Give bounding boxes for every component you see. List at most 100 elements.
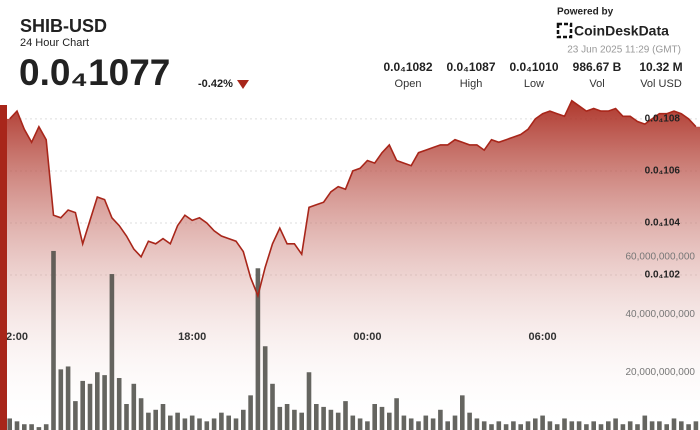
volume-bar — [80, 380, 85, 430]
volume-bar — [554, 424, 560, 430]
volume-bar — [686, 424, 691, 430]
volume-bar — [175, 412, 180, 430]
volume-bar — [401, 415, 407, 430]
volume-bar — [613, 418, 618, 430]
y-tick-label: 0.0₄106 — [645, 166, 681, 177]
stat-label: Vol — [589, 78, 604, 90]
volume-bar — [168, 415, 173, 430]
volume-bar — [460, 395, 465, 430]
volume-bar — [95, 372, 100, 430]
volume-bar — [489, 424, 494, 430]
volume-bar — [58, 369, 64, 430]
stat-value: 0.0₄1087 — [446, 60, 495, 74]
volume-bar — [430, 418, 436, 430]
symbol: SHIB-USD — [20, 16, 107, 36]
volume-bar — [124, 404, 129, 430]
volume-bar — [219, 412, 224, 430]
volume-bar — [343, 401, 348, 430]
volume-bar — [29, 424, 34, 430]
volume-bar — [467, 412, 472, 430]
volume-bar — [394, 398, 399, 430]
x-tick-label: 00:00 — [353, 331, 381, 343]
volume-bar — [335, 412, 341, 430]
volume-bar — [627, 421, 633, 430]
volume-bar — [7, 418, 12, 430]
volume-bar — [416, 421, 421, 430]
volume-bar — [306, 372, 312, 430]
volume-bar — [591, 421, 596, 430]
volume-bar — [284, 404, 290, 430]
stat-label: Low — [524, 78, 544, 90]
volume-bar — [576, 421, 582, 430]
volume-bar — [584, 424, 589, 430]
left-accent — [0, 105, 7, 430]
volume-bar — [277, 406, 283, 430]
volume-bar — [131, 383, 137, 430]
brand-logo — [556, 22, 573, 39]
volume-bar — [620, 424, 626, 430]
volume-bar — [182, 418, 188, 430]
volume-bar — [423, 415, 429, 430]
volume-bar — [241, 409, 246, 430]
volume-bar — [197, 418, 202, 430]
stat-label: High — [460, 78, 483, 90]
volume-bar — [357, 418, 363, 430]
stat-value: 0.0₄1010 — [509, 60, 558, 74]
volume-bar — [511, 421, 516, 430]
volume-bar — [51, 250, 56, 430]
volume-bar — [671, 418, 677, 430]
volume-bar — [562, 418, 567, 430]
volume-bar — [387, 412, 392, 430]
x-tick-label: 06:00 — [529, 331, 557, 343]
y-tick-label: 0.0₄108 — [645, 114, 681, 125]
volume-bar — [226, 415, 231, 430]
volume-bar — [233, 418, 239, 430]
volume-bar — [270, 383, 275, 430]
price: 0.0₄1077 — [19, 52, 170, 93]
volume-bar — [189, 415, 195, 430]
volume-bar — [657, 421, 662, 430]
volume-bar — [204, 421, 210, 430]
volume-bar — [314, 404, 319, 430]
volume-bar — [22, 424, 27, 430]
volume-bar — [664, 424, 669, 430]
volume-bar — [474, 418, 480, 430]
volume-bar — [569, 421, 575, 430]
volume-bar — [102, 375, 107, 430]
y2-tick-label: 40,000,000,000 — [625, 309, 695, 320]
volume-bar — [379, 406, 385, 430]
price-area — [0, 100, 700, 430]
stat-label: Vol USD — [640, 78, 682, 90]
brand: CoinDeskData — [574, 23, 669, 39]
volume-bar — [606, 421, 611, 430]
volume-bar — [248, 395, 253, 430]
stat-value: 10.32 M — [639, 60, 682, 74]
volume-bar — [452, 415, 458, 430]
volume-bar — [116, 378, 122, 430]
volume-bar — [408, 418, 414, 430]
volume-bar — [642, 415, 648, 430]
volume-bar — [635, 424, 640, 430]
volume-bar — [598, 424, 604, 430]
price-line — [9, 99, 697, 299]
volume-bar — [503, 424, 509, 430]
volume-bar — [211, 418, 217, 430]
volume-bar — [525, 421, 531, 430]
volume-bar — [518, 424, 523, 430]
volume-bar — [43, 424, 49, 430]
volume-bar — [372, 404, 377, 430]
volume-bar — [153, 409, 158, 430]
volume-bar — [87, 383, 93, 430]
y2-tick-label: 20,000,000,000 — [625, 367, 695, 378]
volume-bar — [36, 427, 42, 430]
stat-value: 0.0₄1082 — [383, 60, 432, 74]
volume-bar — [533, 418, 538, 430]
volume-bar — [14, 421, 20, 430]
volume-bar — [496, 421, 502, 430]
volume-bar — [350, 415, 356, 430]
volume-bar — [321, 406, 326, 430]
stat-value: 986.67 B — [573, 60, 622, 74]
plot: 20,000,000,000 40,000,000,000 60,000,000,0… — [0, 99, 700, 430]
volume-bar — [65, 366, 71, 430]
volume-bar — [146, 412, 151, 430]
